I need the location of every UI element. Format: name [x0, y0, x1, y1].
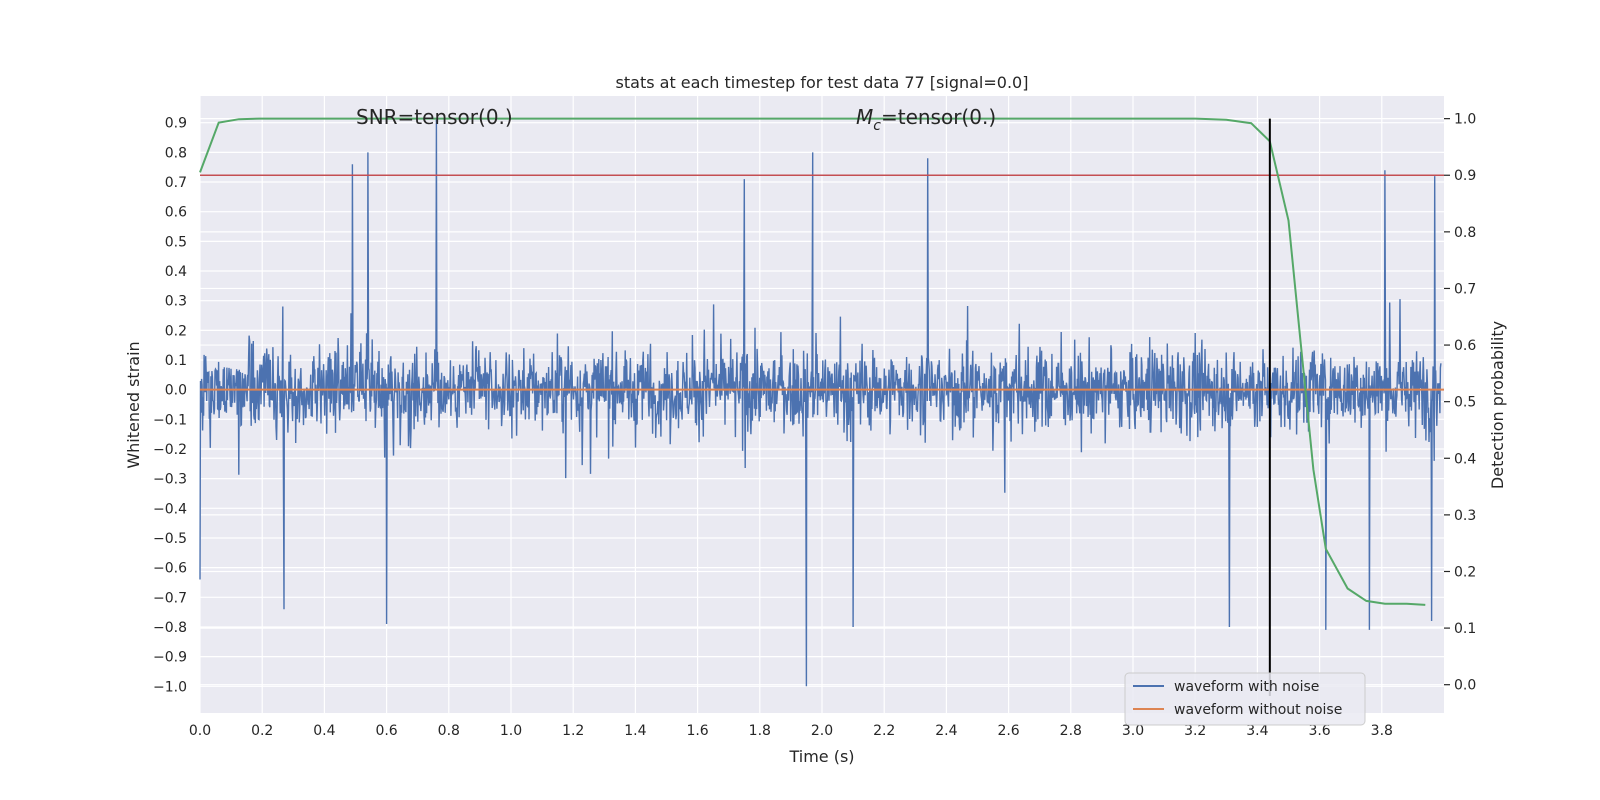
mc-annotation: Mc=tensor(0.) — [856, 105, 996, 134]
x-tick-label: 0.2 — [251, 723, 273, 739]
x-tick-label: 3.0 — [1122, 723, 1144, 739]
legend-label-noise: waveform with noise — [1174, 679, 1319, 695]
waveform-with-noise-line — [199, 119, 1442, 687]
y2-tick-label: 0.1 — [1454, 621, 1476, 637]
y-tick-label: −0.7 — [153, 590, 187, 606]
y-axis-ticks: 0.9 0.8 0.7 0.6 0.5 0.4 0.3 0.2 0.1 0.0 −0.1 −0.2 −0… — [153, 116, 187, 696]
chart-title: stats at each timestep for test data 77 … — [616, 73, 1029, 92]
x-tick-label: 0.0 — [189, 723, 211, 739]
x-tick-label: 1.6 — [686, 723, 708, 739]
y-tick-label: 0.0 — [165, 383, 187, 399]
y2-axis-label: Detection probability — [1488, 321, 1507, 489]
x-tick-label: 2.4 — [935, 723, 957, 739]
y2-tick-label: 0.3 — [1454, 508, 1476, 524]
x-tick-label: 3.8 — [1371, 723, 1393, 739]
x-tick-label: 1.0 — [500, 723, 522, 739]
detection-probability-line — [199, 117, 1426, 606]
y2-tick-label: 0.2 — [1454, 564, 1476, 580]
y-tick-label: 0.7 — [165, 175, 187, 191]
y-tick-label: 0.4 — [165, 264, 187, 280]
y2-tick-label: 1.0 — [1454, 112, 1476, 128]
y2-tick-label: 0.0 — [1454, 678, 1476, 694]
x-tick-label: 1.2 — [562, 723, 584, 739]
y-tick-label: −0.4 — [153, 501, 187, 517]
waveform-with-noise-series — [199, 119, 1442, 687]
y2-tick-label: 0.8 — [1454, 225, 1476, 241]
x-tick-label: 0.4 — [313, 723, 335, 739]
y-tick-label: 0.3 — [165, 294, 187, 310]
snr-annotation: SNR=tensor(0.) — [356, 105, 513, 129]
y-tick-label: 0.9 — [165, 116, 187, 132]
x-tick-label: 2.8 — [1060, 723, 1082, 739]
x-tick-label: 0.6 — [375, 723, 397, 739]
x-tick-label: 3.2 — [1184, 723, 1206, 739]
line-series — [199, 117, 1444, 697]
x-tick-label: 1.4 — [624, 723, 646, 739]
y-tick-label: 0.2 — [165, 323, 187, 339]
y-axis-label: Whitened strain — [124, 341, 143, 468]
x-tick-label: 0.8 — [438, 723, 460, 739]
x-tick-label: 2.0 — [811, 723, 833, 739]
y-tick-label: 0.6 — [165, 205, 187, 221]
y-tick-label: −0.8 — [153, 620, 187, 636]
y2-tick-label: 0.9 — [1454, 168, 1476, 184]
x-tick-label: 3.6 — [1308, 723, 1330, 739]
y-tick-label: 0.8 — [165, 145, 187, 161]
x-axis-label: Time (s) — [788, 747, 854, 766]
legend-box — [1124, 672, 1366, 726]
x-tick-label: 2.2 — [873, 723, 895, 739]
x-axis-ticks: 0.0 0.2 0.4 0.6 0.8 1.0 1.2 1.4 1.6 1.8 2.0 2.2 2.4 2… — [189, 723, 1393, 739]
y2-tick-label: 0.5 — [1454, 395, 1476, 411]
y-tick-label: 0.1 — [165, 353, 187, 369]
y-tick-label: −0.5 — [153, 531, 187, 547]
y2-tick-label: 0.4 — [1454, 451, 1476, 467]
y-tick-label: −0.1 — [153, 412, 187, 428]
y2-tick-label: 0.7 — [1454, 281, 1476, 297]
x-tick-label: 1.8 — [749, 723, 771, 739]
y-tick-label: −1.0 — [153, 679, 187, 695]
y-tick-label: −0.6 — [153, 561, 187, 577]
x-tick-label: 2.6 — [997, 723, 1019, 739]
y-tick-label: −0.9 — [153, 650, 187, 666]
y2-axis-ticks: 1.0 0.9 0.8 0.7 0.6 0.5 0.4 0.3 0.2 0.1 0.0 — [1444, 112, 1476, 694]
legend: waveform with noise waveform without noi… — [1124, 672, 1366, 726]
y-tick-label: 0.5 — [165, 234, 187, 250]
legend-label-clean: waveform without noise — [1174, 702, 1342, 718]
x-tick-label: 3.4 — [1246, 723, 1268, 739]
y-tick-label: −0.2 — [153, 442, 187, 458]
y-tick-label: −0.3 — [153, 472, 187, 488]
y2-tick-label: 0.6 — [1454, 338, 1476, 354]
